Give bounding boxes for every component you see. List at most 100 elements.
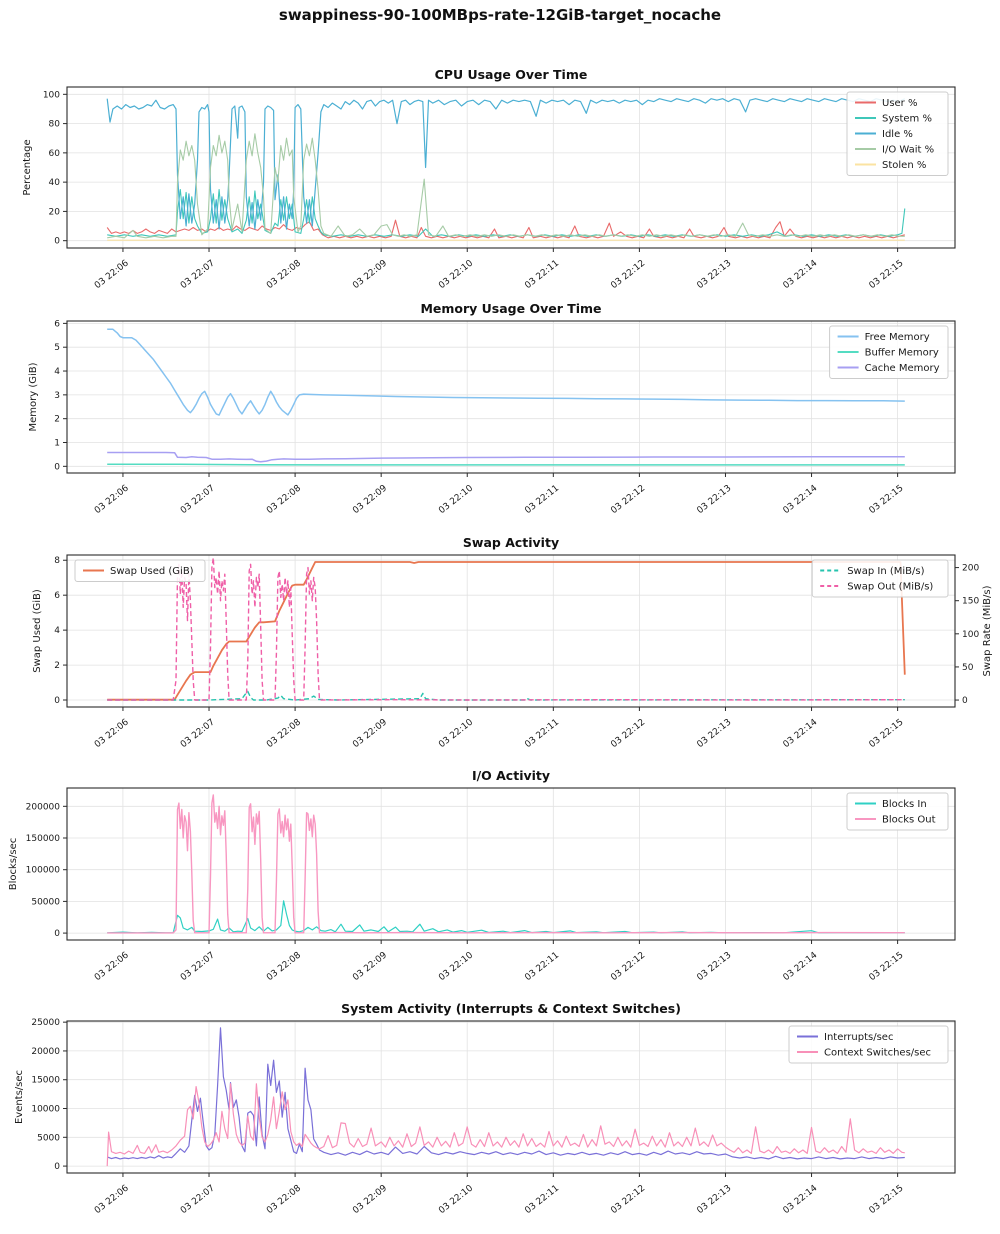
x-axis: 03 22:06 03 22:07 03 22:08 03 22:09 03 22:10… — [93, 940, 906, 983]
y-axis-label: Memory (GiB) — [28, 362, 39, 431]
gridlines — [67, 788, 955, 940]
svg-text:80: 80 — [49, 120, 61, 130]
legend: Swap In (MiB/s) Swap Out (MiB/s) — [811, 559, 949, 598]
svg-text:5: 5 — [54, 343, 60, 353]
svg-text:0: 0 — [54, 929, 60, 939]
svg-text:Blocks In: Blocks In — [882, 799, 927, 810]
svg-text:03 22:08: 03 22:08 — [265, 258, 303, 291]
svg-text:03 22:10: 03 22:10 — [437, 483, 475, 516]
svg-text:200: 200 — [962, 564, 979, 574]
cpu-usage-chart: 03 22:06 03 22:07 03 22:08 03 22:09 03 22:10… — [22, 67, 956, 291]
svg-text:03 22:06: 03 22:06 — [93, 483, 131, 516]
swap-activity-chart: 03 22:06 03 22:07 03 22:08 03 22:09 03 22:10… — [32, 535, 993, 750]
memory-usage-chart: 03 22:06 03 22:07 03 22:08 03 22:09 03 22:10… — [28, 301, 956, 516]
x-axis: 03 22:06 03 22:07 03 22:08 03 22:09 03 22:10… — [93, 1173, 906, 1216]
svg-text:03 22:13: 03 22:13 — [695, 483, 733, 516]
svg-text:25000: 25000 — [31, 1018, 60, 1028]
plot-border — [66, 787, 956, 941]
svg-text:03 22:06: 03 22:06 — [93, 258, 131, 291]
svg-text:03 22:07: 03 22:07 — [179, 258, 217, 291]
series-swap-out-mib-s- — [107, 556, 905, 701]
svg-text:200000: 200000 — [26, 802, 61, 812]
legend: Blocks In Blocks Out — [846, 792, 949, 831]
series-cache-memory — [107, 451, 905, 463]
chart-title: System Activity (Interrupts & Context Sw… — [341, 1001, 681, 1016]
svg-text:100: 100 — [43, 90, 60, 100]
svg-text:60: 60 — [49, 149, 61, 159]
svg-text:0: 0 — [962, 696, 968, 706]
svg-text:40: 40 — [49, 178, 61, 188]
svg-text:50: 50 — [962, 663, 974, 673]
svg-text:03 22:12: 03 22:12 — [609, 717, 647, 750]
plot-border — [66, 86, 956, 249]
chart-title: CPU Usage Over Time — [435, 67, 588, 82]
svg-text:03 22:09: 03 22:09 — [351, 717, 389, 750]
x-axis: 03 22:06 03 22:07 03 22:08 03 22:09 03 22:10… — [93, 707, 906, 750]
io-activity-chart: 03 22:06 03 22:07 03 22:08 03 22:09 03 22:10… — [8, 768, 956, 983]
svg-text:03 22:15: 03 22:15 — [868, 950, 906, 983]
svg-text:I/O Wait %: I/O Wait % — [882, 145, 934, 156]
svg-text:03 22:06: 03 22:06 — [93, 1183, 131, 1216]
svg-text:03 22:12: 03 22:12 — [609, 258, 647, 291]
svg-text:0: 0 — [54, 1162, 60, 1172]
svg-text:03 22:15: 03 22:15 — [868, 258, 906, 291]
svg-text:50000: 50000 — [31, 897, 60, 907]
svg-text:03 22:14: 03 22:14 — [782, 1183, 820, 1216]
system-activity-chart: 03 22:06 03 22:07 03 22:08 03 22:09 03 22:10… — [14, 1001, 956, 1216]
svg-text:1: 1 — [54, 439, 60, 449]
svg-text:150: 150 — [962, 597, 979, 607]
svg-text:03 22:11: 03 22:11 — [523, 258, 561, 291]
figure-title: swappiness-90-100MBps-rate-12GiB-target_… — [278, 6, 722, 24]
svg-text:03 22:09: 03 22:09 — [351, 950, 389, 983]
chart-title: Memory Usage Over Time — [420, 301, 601, 316]
svg-text:2: 2 — [54, 661, 60, 671]
chart-title: I/O Activity — [472, 768, 550, 783]
svg-text:0: 0 — [54, 237, 60, 247]
svg-text:03 22:14: 03 22:14 — [782, 258, 820, 291]
svg-text:100: 100 — [962, 630, 979, 640]
svg-text:0: 0 — [54, 462, 60, 472]
svg-text:03 22:08: 03 22:08 — [265, 1183, 303, 1216]
svg-text:03 22:12: 03 22:12 — [609, 1183, 647, 1216]
right-y-axis-label: Swap Rate (MiB/s) — [982, 585, 993, 676]
svg-text:03 22:15: 03 22:15 — [868, 717, 906, 750]
plot-border — [66, 1020, 956, 1174]
svg-text:Buffer Memory: Buffer Memory — [865, 348, 939, 359]
svg-text:150000: 150000 — [26, 834, 61, 844]
series-context-switches-sec — [106, 1083, 905, 1167]
x-axis: 03 22:06 03 22:07 03 22:08 03 22:09 03 22:10… — [93, 473, 906, 516]
series-swap-in-mib-s- — [107, 690, 905, 701]
y-axis: 0 2 4 6 8 Swap Used (GiB) — [32, 556, 67, 706]
svg-text:03 22:07: 03 22:07 — [179, 717, 217, 750]
svg-text:03 22:13: 03 22:13 — [695, 717, 733, 750]
series-i-o-wait- — [107, 133, 905, 239]
y-axis: 0 20 40 60 80 100 Percentage — [22, 90, 67, 247]
svg-text:15000: 15000 — [31, 1076, 60, 1086]
y-axis: 0 5000 10000 15000 20000 25000 Events/sec — [14, 1018, 67, 1172]
svg-text:Stolen %: Stolen % — [882, 160, 926, 171]
svg-text:Swap Out (MiB/s): Swap Out (MiB/s) — [847, 582, 933, 593]
y-axis-label: Blocks/sec — [8, 838, 19, 891]
legend: User % System % Idle % I/O Wait % Stolen % — [846, 91, 949, 176]
chart-title: Swap Activity — [463, 535, 559, 550]
svg-text:03 22:15: 03 22:15 — [868, 1183, 906, 1216]
svg-text:System %: System % — [882, 114, 932, 125]
svg-text:03 22:06: 03 22:06 — [93, 950, 131, 983]
series-buffer-memory — [107, 463, 905, 466]
svg-text:03 22:15: 03 22:15 — [868, 483, 906, 516]
svg-text:03 22:08: 03 22:08 — [265, 717, 303, 750]
plot-border — [66, 320, 956, 474]
right-y-axis: 0 50 100 150 200 Swap Rate (MiB/s) — [955, 564, 993, 706]
legend: Interrupts/sec Context Switches/sec — [788, 1025, 949, 1064]
svg-text:03 22:12: 03 22:12 — [609, 483, 647, 516]
svg-text:6: 6 — [54, 591, 60, 601]
y-axis-label: Percentage — [22, 139, 33, 195]
svg-text:03 22:11: 03 22:11 — [523, 1183, 561, 1216]
series-free-memory — [107, 328, 905, 416]
series-interrupts-sec — [106, 1027, 905, 1160]
svg-text:20: 20 — [49, 207, 61, 217]
svg-text:Free Memory: Free Memory — [865, 332, 930, 343]
svg-text:03 22:10: 03 22:10 — [437, 717, 475, 750]
svg-text:20000: 20000 — [31, 1047, 60, 1057]
